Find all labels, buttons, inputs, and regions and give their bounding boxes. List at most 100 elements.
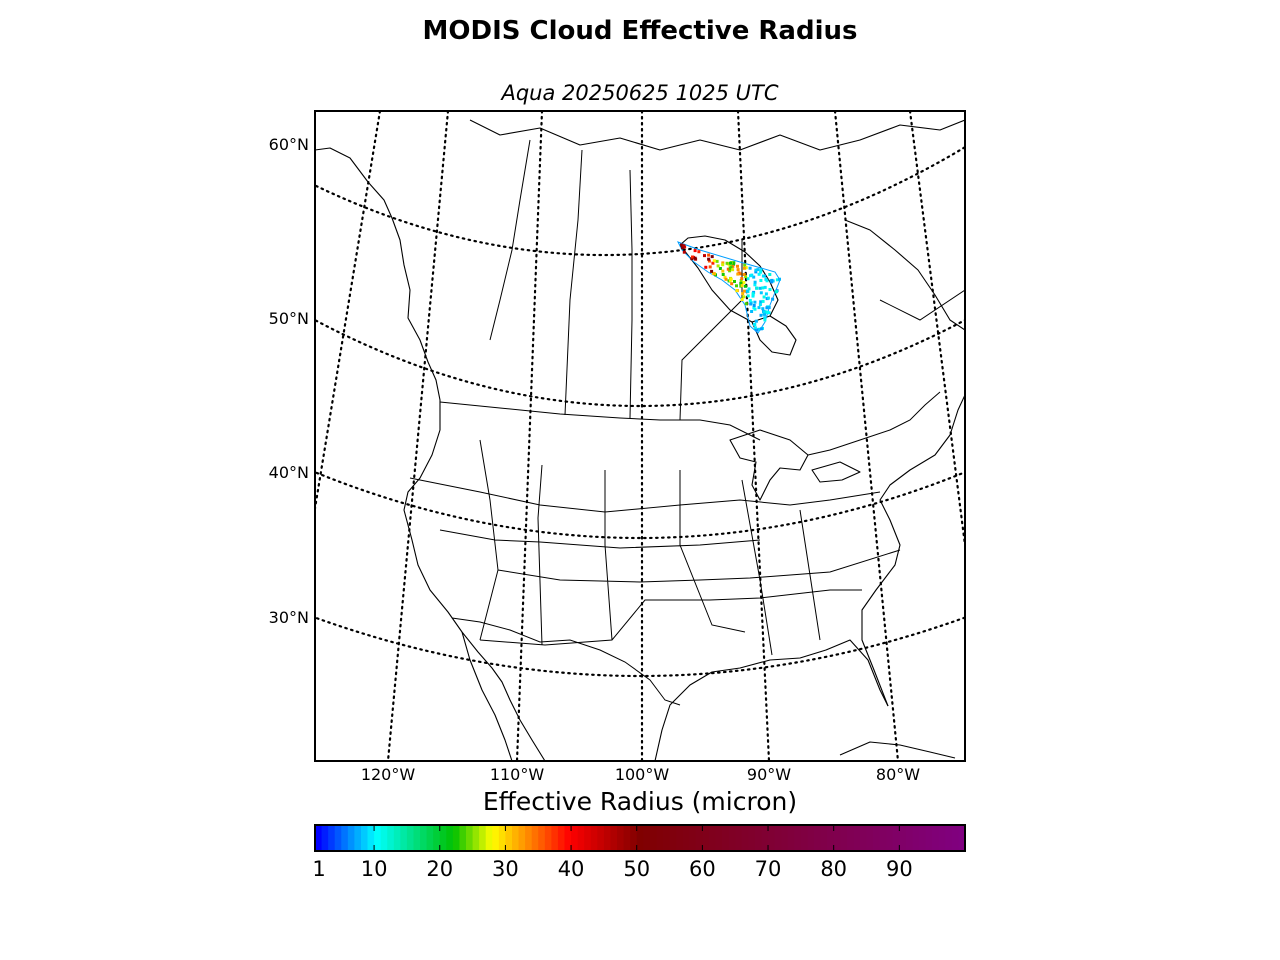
swath-pixel bbox=[739, 281, 743, 285]
swath-pixel bbox=[728, 263, 732, 267]
colorbar-ticks: 1 10 20 30 40 50 60 70 80 90 bbox=[312, 825, 913, 881]
colorbar-cell bbox=[932, 825, 940, 851]
colorbar-cell bbox=[551, 825, 559, 851]
swath-pixel bbox=[775, 290, 778, 293]
swath-pixel bbox=[713, 272, 716, 276]
colorbar-cell bbox=[531, 825, 539, 851]
swath-pixel bbox=[763, 285, 767, 289]
colorbar-cell bbox=[518, 825, 526, 851]
swath-pixel bbox=[753, 326, 757, 330]
swath-pixel bbox=[771, 297, 775, 301]
meridian-label-110w: 110°W bbox=[490, 765, 545, 784]
colorbar-cell bbox=[761, 825, 769, 851]
colorbar-cell bbox=[800, 825, 809, 851]
parallel-label-40n: 40°N bbox=[269, 463, 309, 482]
colorbar-cell bbox=[689, 825, 697, 851]
colorbar-cell bbox=[656, 825, 664, 851]
colorbar-cell bbox=[886, 825, 894, 851]
swath-pixel bbox=[767, 306, 771, 309]
colorbar-cell bbox=[367, 825, 375, 851]
swath-pixel bbox=[731, 268, 735, 272]
colorbar-cell bbox=[827, 825, 835, 851]
swath-pixel bbox=[751, 294, 755, 298]
swath-pixel bbox=[778, 277, 781, 281]
colorbar-cell bbox=[413, 825, 421, 851]
colorbar-cell bbox=[472, 825, 480, 851]
meridian-90w bbox=[736, 111, 771, 761]
colorbar-cell bbox=[590, 825, 598, 851]
colorbar-cell bbox=[919, 825, 927, 851]
parallel-30n bbox=[315, 616, 965, 678]
colorbar-cell bbox=[479, 825, 487, 851]
swath-pixel bbox=[729, 261, 732, 265]
figure-subtitle: Aqua 20250625 1025 UTC bbox=[499, 81, 778, 105]
colorbar-cell bbox=[420, 825, 428, 851]
swath-pixel bbox=[749, 302, 753, 306]
swath-pixel bbox=[742, 295, 746, 299]
colorbar-cell bbox=[905, 825, 914, 851]
swath-pixel bbox=[721, 273, 725, 276]
swath-pixel bbox=[766, 311, 770, 314]
colorbar-cell bbox=[492, 825, 500, 851]
colorbar-cell bbox=[360, 825, 369, 851]
swath-pixel bbox=[707, 253, 711, 257]
colorbar-cell bbox=[347, 825, 355, 851]
meridian-120w bbox=[386, 111, 450, 761]
colorbar-tick-label: 1 bbox=[312, 857, 325, 881]
swath-pixel bbox=[744, 266, 748, 270]
colorbar-cell bbox=[748, 825, 756, 851]
colorbar-cell bbox=[544, 825, 552, 851]
swath-pixel bbox=[759, 313, 763, 317]
swath-pixel bbox=[761, 307, 765, 311]
colorbar-cell bbox=[584, 825, 592, 851]
colorbar-cell bbox=[617, 825, 625, 851]
canada-provinces bbox=[489, 139, 965, 421]
parallel-label-30n: 30°N bbox=[269, 608, 309, 627]
coastlines bbox=[315, 119, 965, 761]
swath-pixel bbox=[736, 272, 740, 276]
swath-pixel bbox=[691, 255, 694, 259]
swath-pixel bbox=[745, 289, 749, 293]
swath-pixel bbox=[725, 261, 729, 265]
swath-pixel bbox=[718, 267, 722, 270]
arctic-islands bbox=[469, 119, 965, 151]
swath-pixel bbox=[736, 264, 739, 268]
colorbar-cell bbox=[735, 825, 743, 851]
swath-pixel bbox=[765, 306, 769, 310]
colorbar-cell bbox=[571, 825, 579, 851]
swath-pixel bbox=[739, 279, 743, 282]
colorbar-cell bbox=[511, 825, 520, 851]
swath-pixel bbox=[759, 270, 763, 274]
swath-pixel bbox=[747, 287, 751, 291]
swath-pixel bbox=[757, 306, 761, 310]
swath-pixel bbox=[758, 303, 762, 306]
swath-pixel bbox=[775, 278, 779, 282]
colorbar-cell bbox=[859, 825, 868, 851]
colorbar-tick-label: 20 bbox=[426, 857, 453, 881]
us-mexico-border bbox=[451, 617, 681, 706]
colorbar-cell bbox=[702, 825, 710, 851]
swath-pixel bbox=[742, 281, 746, 284]
swath-pixel bbox=[697, 250, 701, 254]
colorbar-cell bbox=[912, 825, 920, 851]
colorbar-cell bbox=[597, 825, 605, 851]
colorbar-cell bbox=[676, 825, 684, 851]
swath-pixel bbox=[763, 316, 767, 320]
swath-pixel bbox=[730, 282, 734, 286]
cuba bbox=[839, 741, 956, 759]
colorbar-frame bbox=[314, 824, 966, 852]
colorbar-cell bbox=[662, 825, 671, 851]
swath-pixel bbox=[693, 256, 697, 260]
swath-pixel bbox=[680, 244, 684, 247]
colorbar-cell bbox=[833, 825, 841, 851]
swath-pixel bbox=[755, 328, 759, 332]
colorbar-cell bbox=[774, 825, 782, 851]
colorbar-tick-label: 10 bbox=[361, 857, 388, 881]
graticule-parallels bbox=[315, 145, 965, 678]
colorbar-cell bbox=[643, 825, 651, 851]
map-frame bbox=[314, 110, 966, 762]
hudson-bay bbox=[679, 235, 779, 323]
swath-pixel bbox=[758, 286, 762, 290]
swath-pixel bbox=[721, 261, 725, 265]
swath-pixel bbox=[761, 286, 765, 290]
